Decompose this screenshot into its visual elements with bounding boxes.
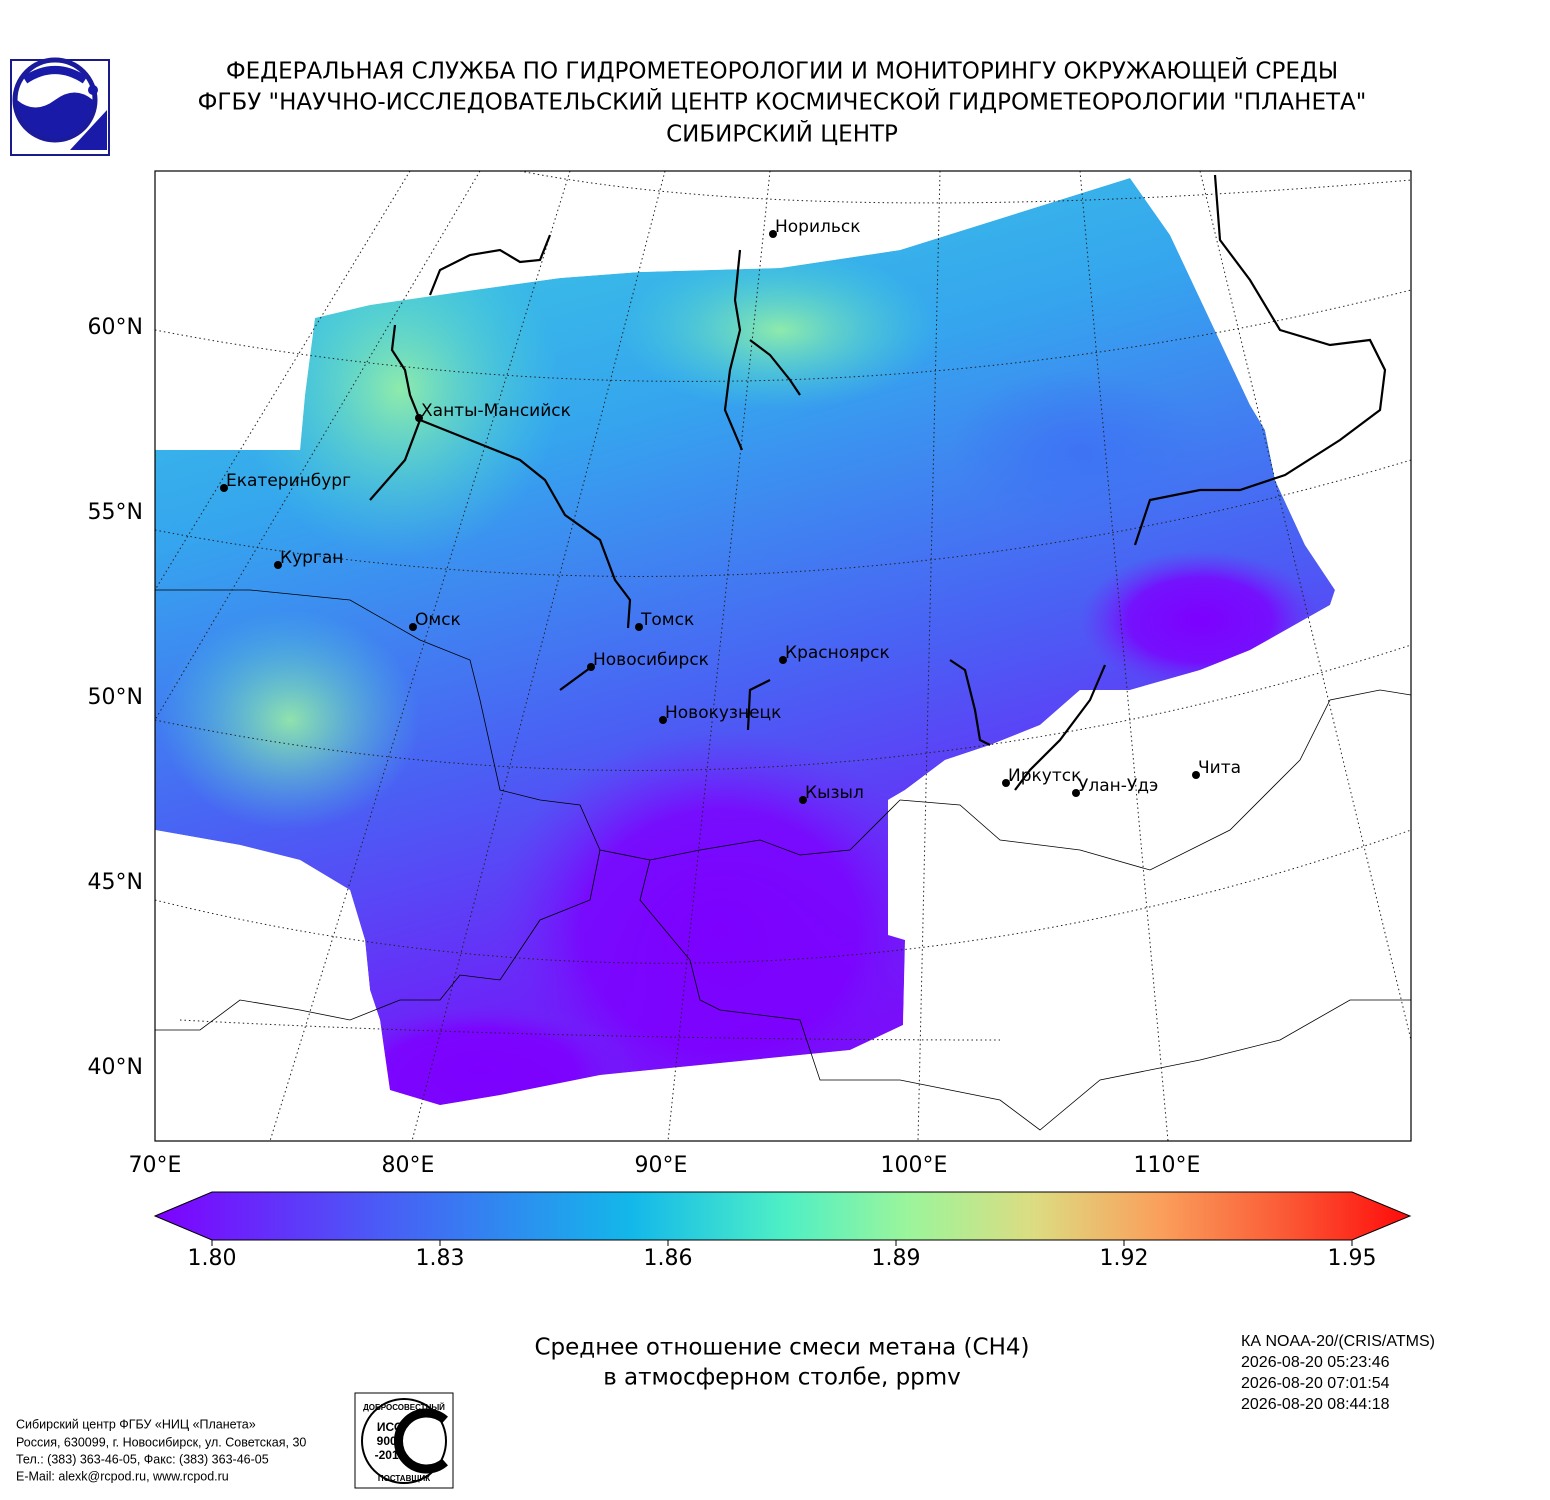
cities: Норильск Ханты-Мансийск Екатеринбург Курган… xyxy=(220,217,1241,804)
lon-label: 80°E xyxy=(382,1153,435,1178)
city-dot xyxy=(779,656,787,664)
badge-text: ИСО xyxy=(377,1420,403,1434)
graticule xyxy=(154,170,1412,1142)
lat-label: 45°N xyxy=(88,870,143,895)
lat-label: 50°N xyxy=(88,685,143,710)
city-label: Новосибирск xyxy=(593,650,709,670)
colorbar-tick-label: 1.95 xyxy=(1328,1246,1377,1271)
header: ФЕДЕРАЛЬНАЯ СЛУЖБА ПО ГИДРОМЕТЕОРОЛОГИИ … xyxy=(198,57,1367,148)
badge-text: -2015 xyxy=(375,1448,406,1462)
city-dot xyxy=(635,623,643,631)
map: Норильск Ханты-Мансийск Екатеринбург Курган… xyxy=(88,170,1412,1178)
logo xyxy=(10,57,110,156)
city-dot xyxy=(799,796,807,804)
city-label: Томск xyxy=(640,610,694,630)
city-dot xyxy=(274,561,282,569)
badge-bottom: ПОСТАВЩИК xyxy=(378,1474,430,1483)
city-label: Красноярск xyxy=(785,643,890,663)
city-label: Иркутск xyxy=(1008,766,1081,786)
methane-field xyxy=(155,178,1335,1105)
city-label: Ханты-Мансийск xyxy=(421,401,571,421)
badge-text: 9001 xyxy=(377,1434,404,1448)
map-frame xyxy=(154,170,1412,1142)
colorbar-tick-label: 1.92 xyxy=(1100,1246,1149,1271)
footer-line: Россия, 630099, г. Новосибирск, ул. Сове… xyxy=(16,1435,306,1449)
city-dot xyxy=(587,663,595,671)
city-dot xyxy=(659,716,667,724)
lon-label: 90°E xyxy=(635,1153,688,1178)
colorbar-tick-label: 1.83 xyxy=(416,1246,465,1271)
footer-line: Сибирский центр ФГБУ «НИЦ «Планета» xyxy=(16,1417,256,1431)
lon-label: 110°E xyxy=(1134,1153,1201,1178)
city-label: Улан-Удэ xyxy=(1078,776,1158,796)
city-label: Новокузнецк xyxy=(665,703,781,723)
city-dot xyxy=(409,623,417,631)
city-label: Омск xyxy=(415,610,461,630)
colorbar: 1.80 1.83 1.86 1.89 1.92 1.95 xyxy=(153,1191,1412,1271)
city-label: Курган xyxy=(280,548,343,568)
iso-badge: ДОБРОСОВЕСТНЫЙ ИСО 9001 -2015 ПОСТАВЩИК xyxy=(354,1392,454,1489)
colorbar-tick-label: 1.89 xyxy=(872,1246,921,1271)
satellite-line: 2026-08-20 08:44:18 xyxy=(1241,1396,1390,1413)
city-dot xyxy=(1002,779,1010,787)
caption-line: Среднее отношение смеси метана (CH4) xyxy=(534,1335,1029,1361)
footer-line: E-Mail: alexk@rcpod.ru, www.rcpod.ru xyxy=(16,1469,229,1483)
lat-label: 55°N xyxy=(88,500,143,525)
city-dot xyxy=(415,414,423,422)
city-dot xyxy=(1072,789,1080,797)
borders xyxy=(155,589,1412,1131)
lat-label: 40°N xyxy=(88,1055,143,1080)
colorbar-body xyxy=(153,1191,1412,1241)
city-label: Кызыл xyxy=(805,783,864,803)
satellite-info: КА NOAA-20/(CRIS/ATMS) 2026-08-20 05:23:… xyxy=(1241,1333,1435,1413)
footer-line: Тел.: (383) 363-46-05, Факс: (383) 363-4… xyxy=(16,1452,269,1466)
satellite-line: 2026-08-20 05:23:46 xyxy=(1241,1354,1390,1371)
city-dot xyxy=(1192,771,1200,779)
city-dot xyxy=(220,484,228,492)
rivers xyxy=(369,174,1387,791)
colorbar-tick-label: 1.86 xyxy=(644,1246,693,1271)
badge-top: ДОБРОСОВЕСТНЫЙ xyxy=(363,1403,445,1412)
lon-label: 70°E xyxy=(129,1153,182,1178)
header-line: СИБИРСКИЙ ЦЕНТР xyxy=(666,120,898,148)
header-line: ФГБУ "НАУЧНО-ИССЛЕДОВАТЕЛЬСКИЙ ЦЕНТР КОС… xyxy=(198,88,1367,116)
axis-labels: 60°N 55°N 50°N 45°N 40°N 70°E 80°E 90°E 100°E 110… xyxy=(88,315,1201,1178)
city-label: Екатеринбург xyxy=(226,471,351,491)
header-line: ФЕДЕРАЛЬНАЯ СЛУЖБА ПО ГИДРОМЕТЕОРОЛОГИИ … xyxy=(226,57,1338,85)
lat-label: 60°N xyxy=(88,315,143,340)
footer: Сибирский центр ФГБУ «НИЦ «Планета» Росс… xyxy=(16,1417,306,1483)
city-label: Норильск xyxy=(775,217,861,237)
satellite-line: КА NOAA-20/(CRIS/ATMS) xyxy=(1241,1333,1435,1350)
caption: Среднее отношение смеси метана (CH4) в а… xyxy=(534,1335,1029,1391)
colorbar-tick-label: 1.80 xyxy=(188,1246,237,1271)
satellite-line: 2026-08-20 07:01:54 xyxy=(1241,1375,1390,1392)
lon-label: 100°E xyxy=(881,1153,948,1178)
city-dot xyxy=(769,230,777,238)
city-label: Чита xyxy=(1198,758,1241,778)
caption-line: в атмосферном столбе, ppmv xyxy=(603,1365,961,1391)
